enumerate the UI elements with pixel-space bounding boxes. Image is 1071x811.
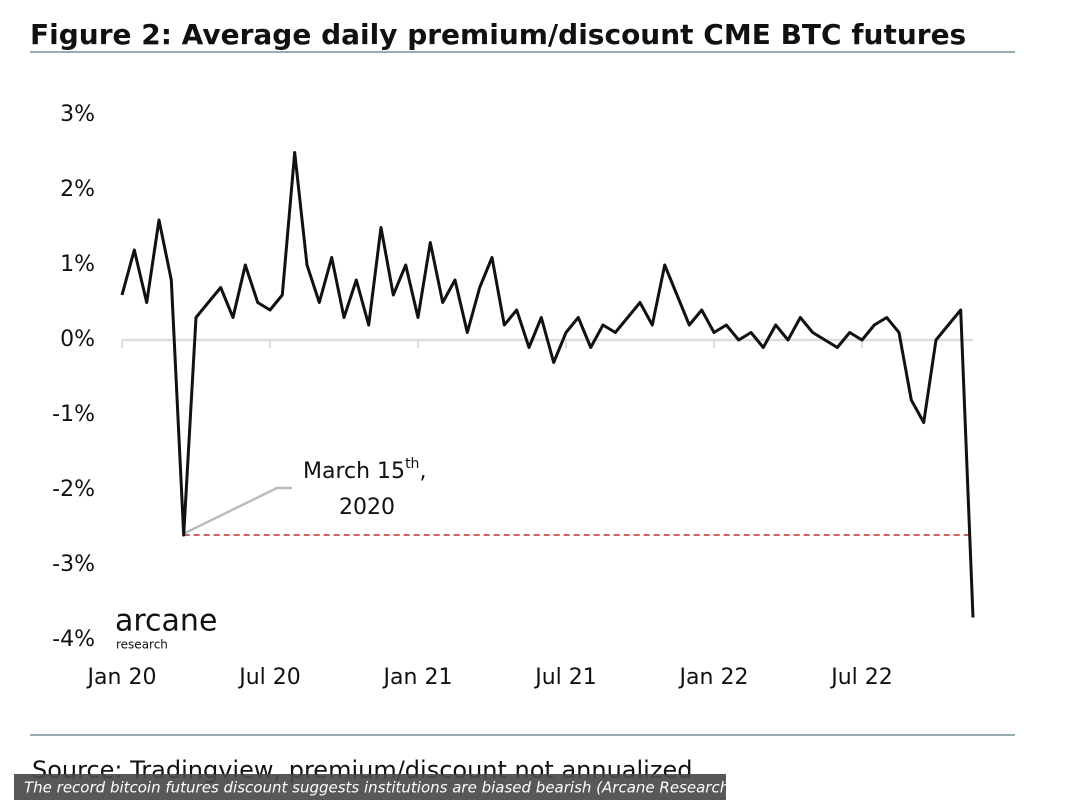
x-tick-label: Jul 21 — [533, 665, 597, 690]
annotation-leader — [184, 486, 292, 535]
y-tick-label: -4% — [52, 627, 95, 652]
annotation-text: , — [419, 459, 426, 484]
logo: arcane — [115, 604, 217, 639]
annotation-text: March 15 — [303, 459, 405, 484]
annotation-sup: th — [405, 456, 419, 472]
caption: The record bitcoin futures discount sugg… — [24, 779, 735, 797]
x-tick-label: Jan 21 — [382, 665, 453, 690]
x-tick-label: Jul 22 — [829, 665, 893, 690]
y-tick-label: 2% — [60, 177, 95, 202]
y-tick-label: -3% — [52, 552, 95, 577]
x-tick-label: Jan 20 — [86, 665, 157, 690]
y-tick-label: 3% — [60, 102, 95, 127]
annotation: 2020 — [339, 495, 395, 520]
chart-title: Figure 2: Average daily premium/discount… — [30, 18, 966, 51]
y-tick-label: 1% — [60, 252, 95, 277]
y-tick-label: 0% — [60, 327, 95, 352]
logo-sub: research — [116, 638, 168, 652]
x-tick-label: Jul 20 — [237, 665, 301, 690]
y-tick-label: -1% — [52, 402, 95, 427]
caption-bar — [14, 774, 726, 800]
annotation: March 15th, — [303, 456, 426, 484]
y-tick-label: -2% — [52, 477, 95, 502]
data-line — [120, 151, 975, 618]
x-tick-label: Jan 22 — [678, 665, 749, 690]
